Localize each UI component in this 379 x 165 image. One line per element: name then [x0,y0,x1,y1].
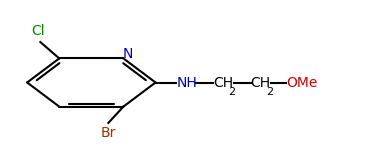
Text: Br: Br [101,126,116,140]
Text: N: N [123,47,133,61]
Text: NH: NH [176,76,197,89]
Text: OMe: OMe [286,76,317,89]
Text: CH: CH [213,76,233,89]
Text: 2: 2 [266,87,273,97]
Text: 2: 2 [228,87,235,97]
Text: Cl: Cl [31,24,45,38]
Text: CH: CH [251,76,271,89]
